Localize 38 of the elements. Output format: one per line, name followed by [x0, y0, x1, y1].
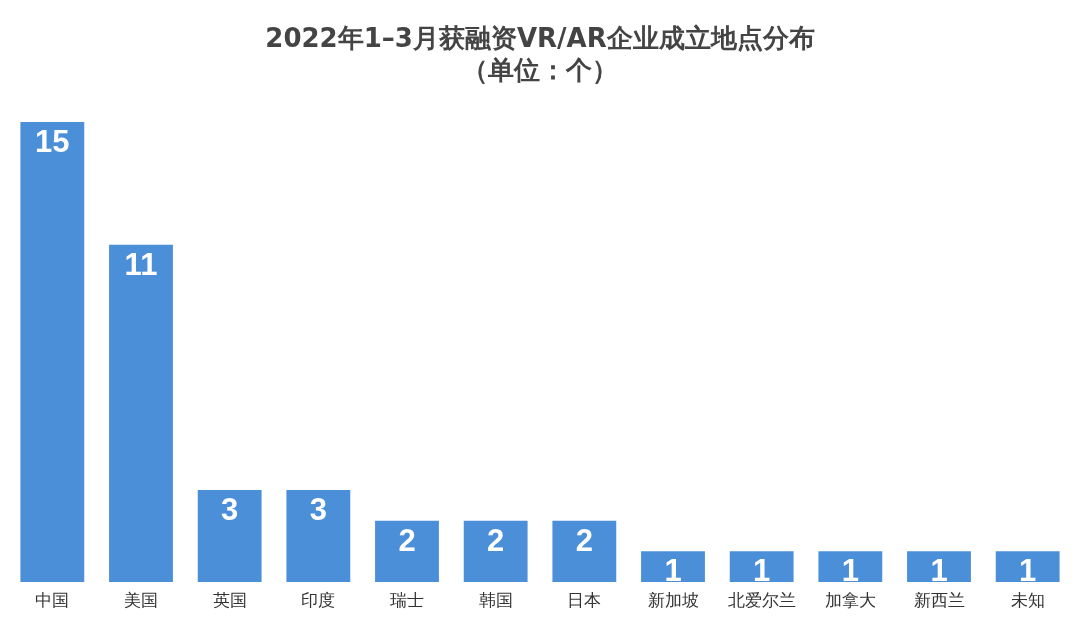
- x-tick-label: 未知: [1010, 589, 1045, 610]
- data-label: 3: [221, 492, 239, 527]
- bar: [995, 551, 1060, 582]
- x-tick-label: 北爱尔兰: [727, 589, 796, 610]
- bar: [729, 551, 794, 582]
- bar: [197, 490, 262, 582]
- data-label: 1: [664, 553, 682, 589]
- bar: [818, 551, 883, 582]
- bar: [552, 520, 617, 582]
- bar: [907, 551, 971, 582]
- data-label: 1: [841, 553, 859, 589]
- x-tick-label: 瑞士: [390, 589, 424, 610]
- data-label: 2: [487, 522, 505, 558]
- x-tick-label: 日本: [567, 589, 602, 610]
- bar: [463, 520, 528, 582]
- x-tick-label: 中国: [35, 589, 70, 610]
- data-label: 3: [309, 492, 327, 527]
- data-label: 1: [930, 553, 948, 589]
- data-label: 2: [398, 522, 416, 558]
- data-label: 11: [124, 246, 158, 282]
- bar: [641, 551, 705, 582]
- bar: [20, 122, 85, 582]
- data-label: 15: [35, 124, 70, 159]
- x-tick-label: 美国: [124, 589, 158, 610]
- x-tick-label: 韩国: [478, 589, 513, 610]
- x-tick-label: 印度: [301, 589, 336, 610]
- bar: [375, 520, 439, 582]
- x-tick-label: 英国: [212, 589, 247, 610]
- bar: [109, 244, 173, 582]
- bar: [286, 490, 351, 582]
- chart-subtitle: （单位：个）: [462, 55, 618, 85]
- x-tick-label: 新加坡: [647, 589, 699, 610]
- data-label: 1: [753, 553, 771, 589]
- x-tick-label: 加拿大: [824, 589, 876, 610]
- data-label: 1: [1019, 553, 1037, 589]
- chart-title: 2022年1–3月获融资VR/AR企业成立地点分布: [265, 23, 815, 53]
- data-label: 2: [575, 522, 593, 558]
- x-tick-label: 新西兰: [913, 589, 965, 610]
